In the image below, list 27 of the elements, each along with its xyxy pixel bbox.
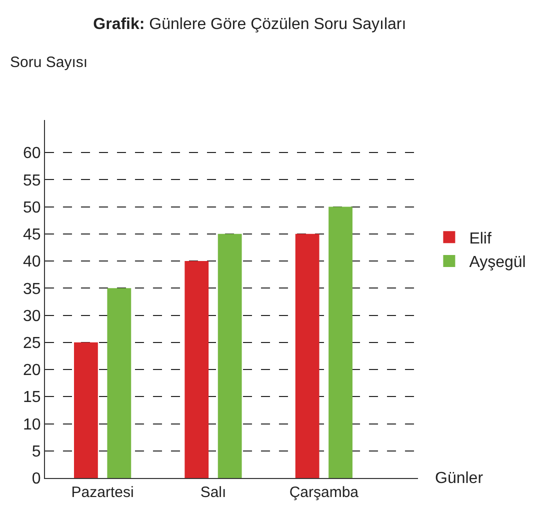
y-axis-title: Soru Sayısı <box>10 54 88 71</box>
y-tick-label: 60 <box>23 145 41 162</box>
y-tick-label: 55 <box>23 172 41 190</box>
x-tick-label: Salı <box>200 484 226 501</box>
x-axis-title: Günler <box>435 470 484 487</box>
y-tick-label: 50 <box>23 199 41 216</box>
y-tick-label: 40 <box>23 254 41 271</box>
y-tick-label: 10 <box>23 416 41 434</box>
bar <box>184 261 209 478</box>
y-tick-label: 35 <box>23 280 41 298</box>
x-tick-label: Çarşamba <box>289 484 360 501</box>
bar <box>74 342 98 478</box>
chart-title: Grafik: Günlere Göre Çözülen Soru Sayıları <box>93 16 406 34</box>
y-tick-label: 45 <box>23 226 41 244</box>
y-tick-label: 5 <box>32 443 41 460</box>
legend-label: Elif <box>469 230 492 248</box>
x-tick-label: Pazartesi <box>71 484 134 501</box>
y-tick-label: 15 <box>23 389 41 406</box>
bar <box>328 206 352 478</box>
y-tick-label: 0 <box>32 470 41 488</box>
bar <box>295 234 320 478</box>
y-tick-label: 30 <box>23 308 41 325</box>
y-tick-label: 20 <box>23 362 41 380</box>
y-tick-label: 25 <box>23 334 41 352</box>
bar <box>218 234 242 478</box>
bar <box>107 288 132 478</box>
legend-label: Ayşegül <box>469 254 526 272</box>
